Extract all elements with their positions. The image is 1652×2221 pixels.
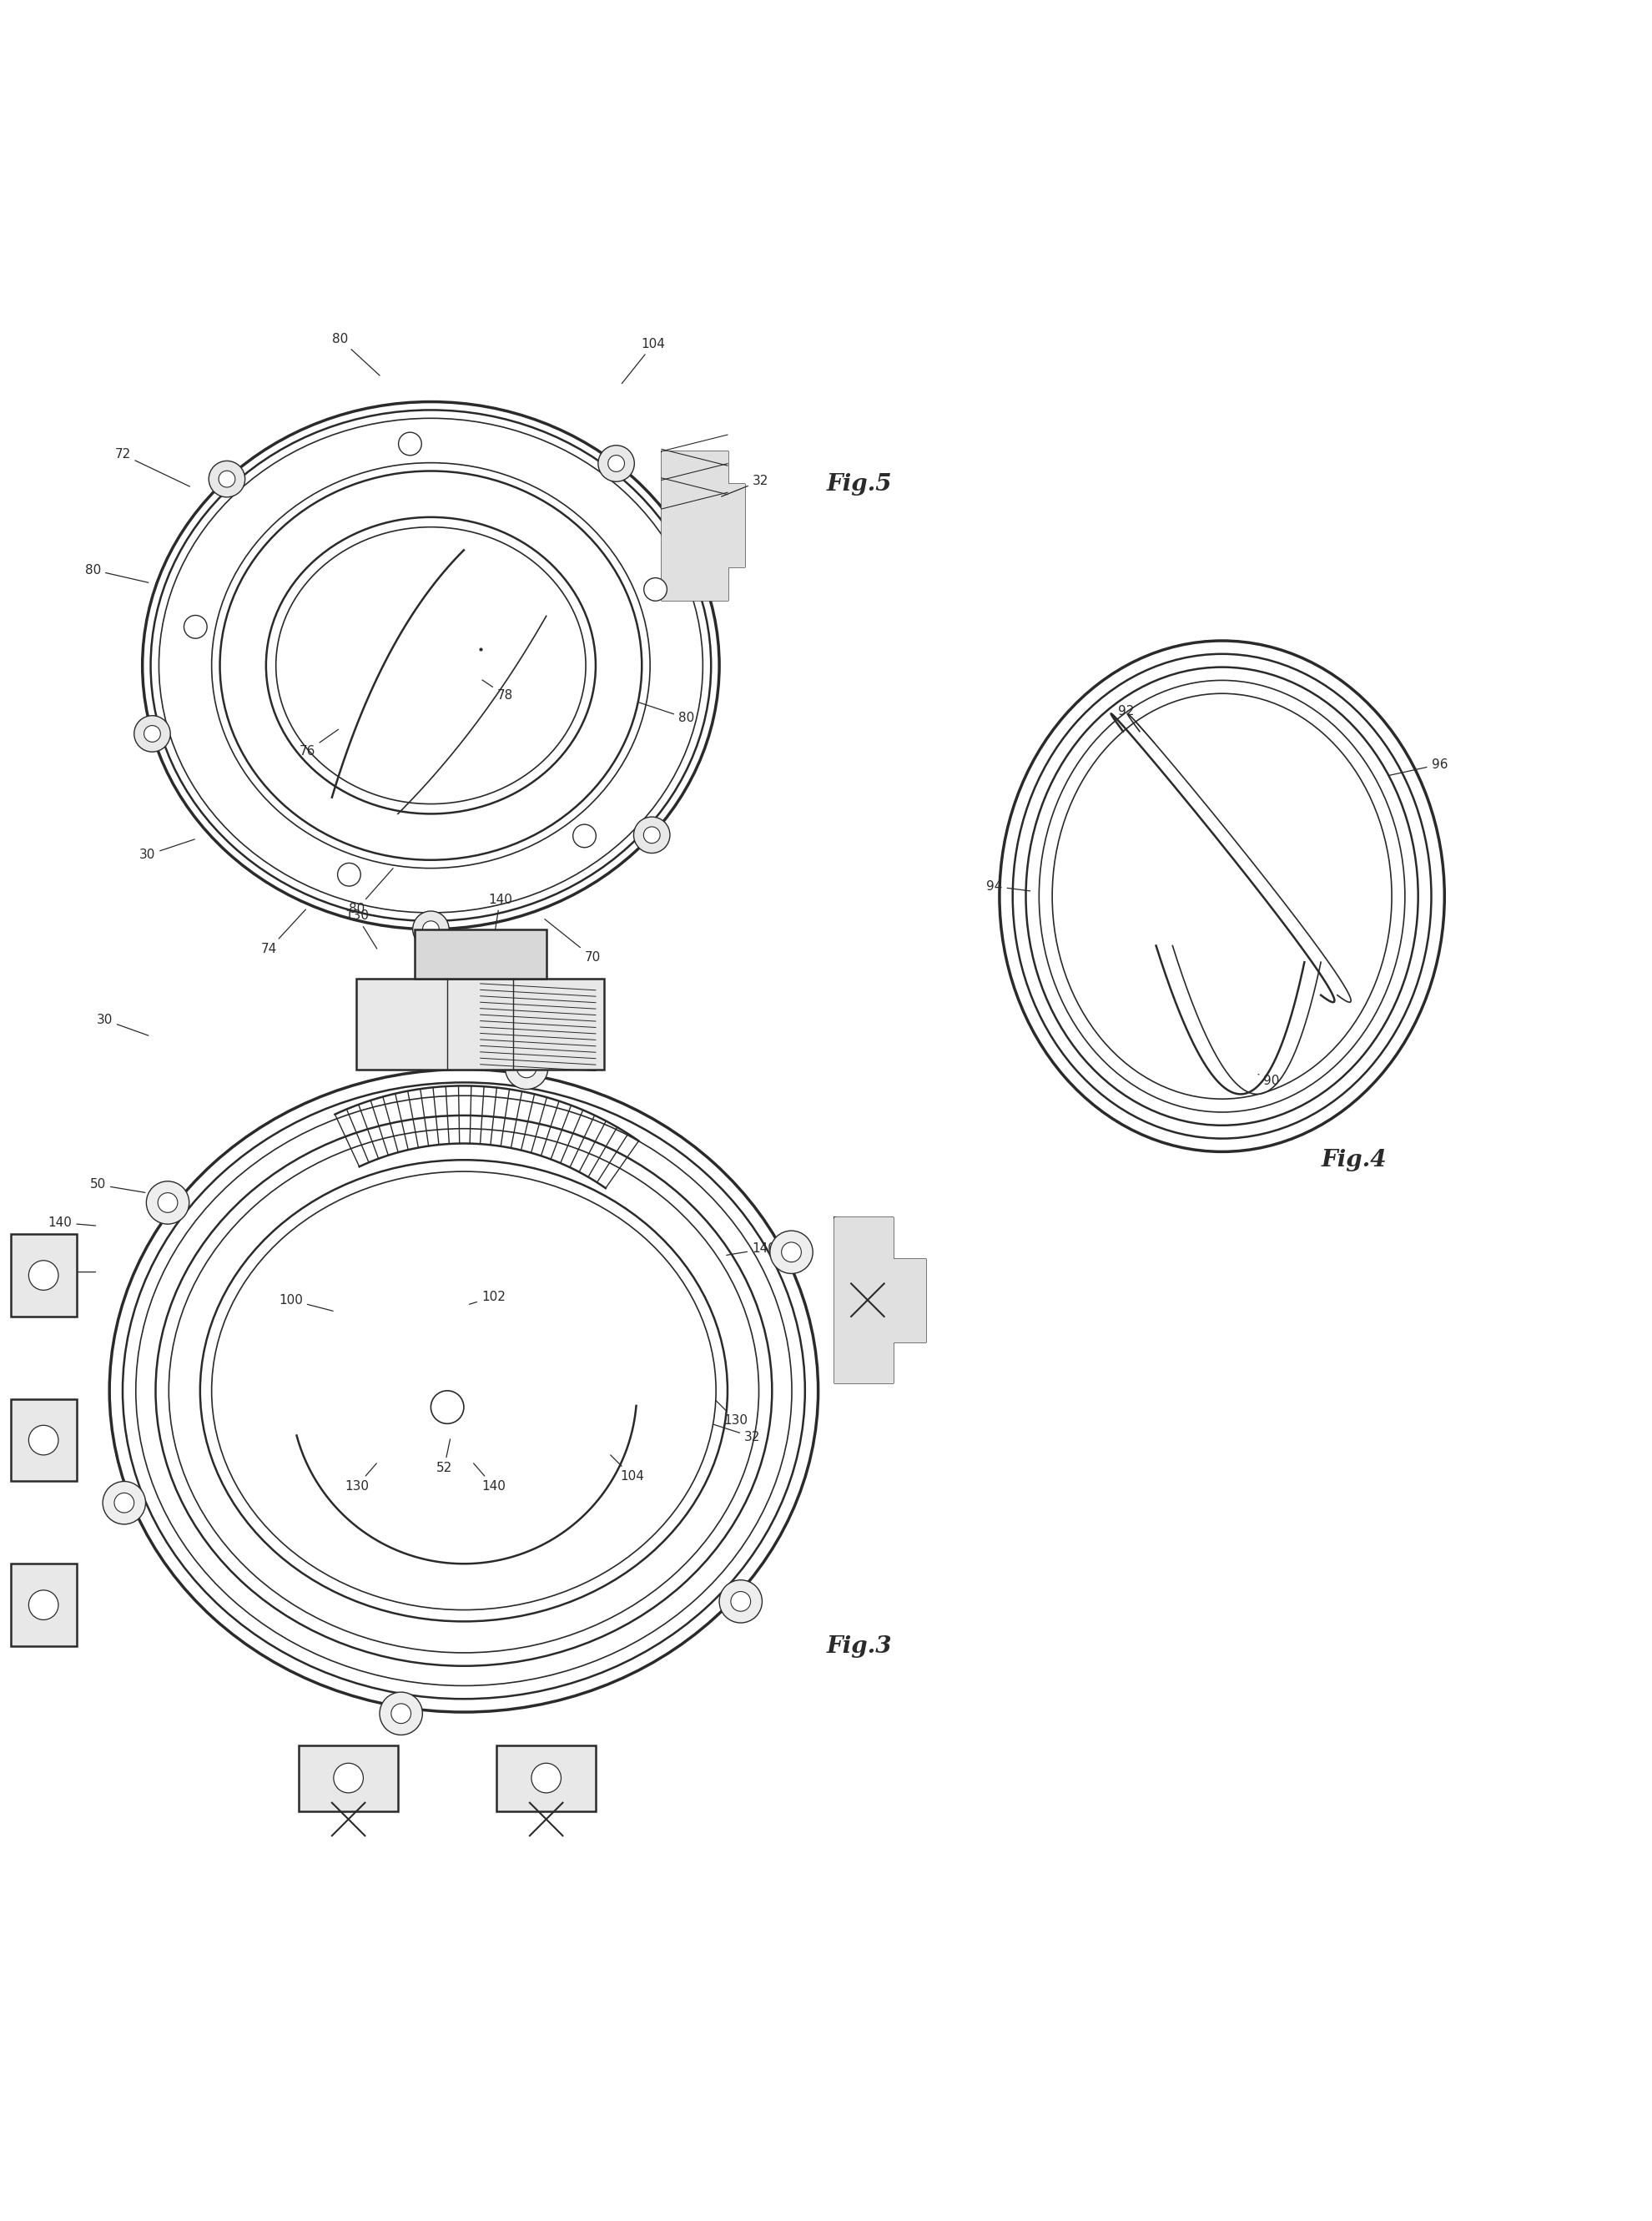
Circle shape [770,1230,813,1273]
Text: 32: 32 [714,1424,760,1444]
Text: 94: 94 [986,880,1029,893]
Text: 30: 30 [96,1013,149,1035]
Circle shape [134,715,170,753]
Circle shape [398,433,421,455]
Bar [415,928,545,979]
Text: 140: 140 [727,1244,775,1255]
Text: 130: 130 [715,1401,747,1426]
Text: Fig.4: Fig.4 [1320,1148,1386,1170]
Circle shape [334,1763,363,1792]
Circle shape [506,1046,548,1088]
Text: 80: 80 [84,564,149,582]
Text: 74: 74 [261,908,306,955]
Text: 104: 104 [621,338,666,384]
Text: 130: 130 [344,911,377,948]
Text: 140: 140 [487,893,512,939]
Circle shape [392,1704,411,1723]
Circle shape [102,1481,145,1524]
Circle shape [114,1493,134,1513]
Text: 100: 100 [279,1295,332,1310]
Bar [357,979,603,1068]
Circle shape [337,864,360,886]
Text: 80: 80 [332,333,380,375]
Circle shape [781,1242,801,1262]
Circle shape [28,1262,58,1290]
Bar [497,1746,595,1810]
Polygon shape [661,451,743,600]
Circle shape [644,577,667,602]
Text: 78: 78 [482,680,512,702]
Circle shape [643,826,659,844]
Text: 102: 102 [469,1290,506,1304]
Circle shape [719,1579,762,1624]
Circle shape [532,1763,560,1792]
Text: 140: 140 [48,1217,96,1228]
Circle shape [633,817,669,853]
Text: 104: 104 [610,1455,644,1484]
Text: 92: 92 [1118,706,1155,742]
Text: 130: 130 [344,1464,377,1493]
Circle shape [208,462,244,498]
Circle shape [423,922,439,937]
Circle shape [608,455,624,471]
Text: 30: 30 [139,840,195,862]
Text: 70: 70 [545,919,600,964]
Circle shape [598,446,634,482]
Text: 90: 90 [1257,1075,1279,1086]
Circle shape [144,726,160,742]
Text: 32: 32 [720,475,768,498]
Circle shape [730,1592,750,1610]
Text: 130: 130 [48,1266,96,1279]
Text: 80: 80 [349,868,393,915]
Circle shape [517,1057,537,1077]
Polygon shape [834,1217,925,1381]
Text: Fig.3: Fig.3 [826,1635,892,1657]
Circle shape [573,824,596,848]
Circle shape [28,1426,58,1455]
Bar [10,1564,76,1646]
Text: 96: 96 [1388,757,1447,775]
Bar [299,1746,398,1810]
Circle shape [431,1390,464,1424]
Text: 80: 80 [639,702,694,724]
Text: 80: 80 [406,951,438,1017]
Circle shape [380,1692,423,1735]
Circle shape [157,1193,177,1213]
Text: Fig.5: Fig.5 [826,473,892,495]
Text: 50: 50 [89,1179,145,1193]
Circle shape [147,1182,188,1224]
Bar [10,1399,76,1481]
Text: 140: 140 [474,1464,506,1493]
Circle shape [218,471,235,486]
Circle shape [183,615,206,637]
Circle shape [28,1590,58,1619]
Text: 76: 76 [299,728,339,757]
Bar [10,1235,76,1317]
Text: 52: 52 [436,1439,453,1475]
Text: 72: 72 [114,449,190,486]
Circle shape [413,911,449,948]
